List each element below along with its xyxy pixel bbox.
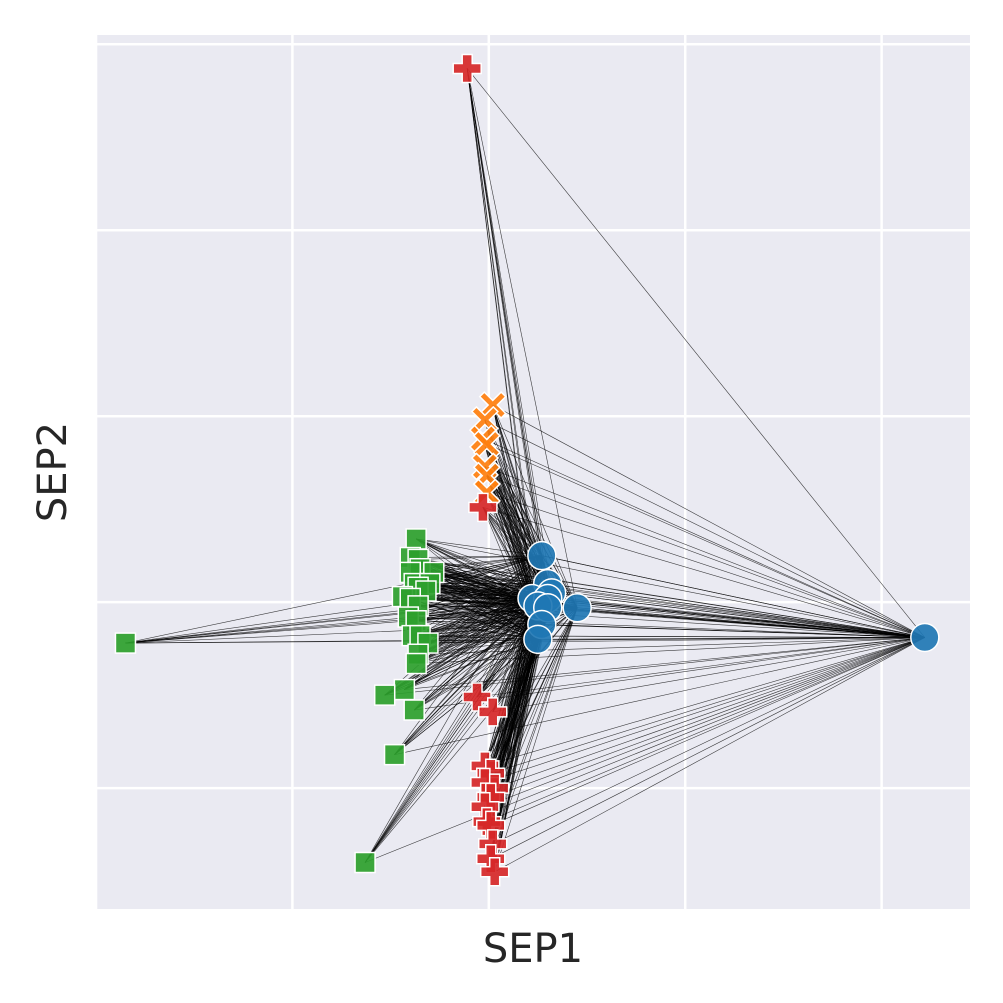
connection-line (413, 555, 543, 711)
connection-line (364, 583, 548, 863)
connection-line (408, 555, 542, 618)
connection-line (427, 639, 538, 644)
plus-point (479, 857, 510, 887)
connection-line (418, 559, 925, 638)
connection-line (466, 68, 539, 640)
connection-line (466, 68, 578, 608)
x-axis-label: SEP1 (483, 926, 583, 972)
connection-line (492, 404, 925, 638)
connection-line (413, 605, 539, 711)
connection-line (125, 598, 548, 644)
connection-line (425, 590, 925, 638)
square-point (373, 684, 396, 706)
connection-line (418, 555, 542, 560)
y-axis-label: SEP2 (30, 422, 76, 522)
connection-line (482, 507, 925, 638)
connection-line (486, 492, 925, 638)
connection-line (484, 637, 925, 783)
connection-line (417, 555, 542, 607)
connection-line (466, 68, 926, 638)
connection-line (490, 637, 925, 826)
square-point (383, 743, 406, 766)
connection-line (492, 637, 925, 713)
connection-line (541, 555, 925, 638)
connection-line (412, 555, 542, 636)
connection-line (494, 637, 925, 789)
connection-line (416, 538, 925, 638)
connection-line (394, 637, 925, 755)
connection-line (466, 68, 549, 584)
connection-line (125, 607, 548, 644)
connection-line (364, 598, 548, 863)
connection-line (427, 637, 925, 644)
connection-line (492, 404, 578, 608)
connection-line (484, 637, 925, 767)
square-point (354, 851, 376, 874)
connection-line (476, 555, 543, 698)
connection-line (494, 637, 925, 873)
connection-line (551, 592, 925, 638)
connection-line (364, 637, 925, 863)
connection-line (490, 637, 925, 860)
connection-line (492, 637, 925, 845)
connection-line (466, 68, 543, 625)
connection-line (490, 637, 925, 774)
connection-line (419, 555, 543, 636)
connection-line (394, 583, 548, 755)
connection-line (466, 68, 552, 593)
square-point (405, 528, 427, 550)
connection-line (484, 419, 925, 638)
connection-line (482, 438, 925, 638)
plus-point (477, 697, 508, 727)
connection-line (494, 607, 578, 872)
connection-line (417, 555, 543, 655)
connection-line (486, 475, 925, 638)
connection-line (484, 419, 543, 556)
circle-point (523, 624, 553, 655)
connection-line (416, 538, 542, 556)
connection-line (433, 572, 925, 638)
connection-line (484, 466, 925, 638)
connection-line (577, 607, 925, 638)
square-point (393, 678, 416, 701)
connection-line (125, 583, 548, 644)
connection-line (492, 598, 533, 712)
connection-line (476, 637, 925, 698)
circle-point (527, 540, 557, 571)
connection-line (125, 605, 538, 644)
connection-line (486, 443, 925, 638)
plot-background (96, 35, 970, 909)
data-points (114, 53, 940, 887)
plus-point (452, 53, 482, 84)
connection-line (364, 598, 533, 863)
connection-line (484, 419, 578, 608)
connection-line (484, 598, 533, 783)
connection-line (394, 598, 533, 755)
connection-line (125, 607, 578, 644)
connection-line (125, 624, 542, 644)
square-point (114, 632, 137, 654)
square-point (405, 652, 427, 675)
connection-line (394, 555, 543, 755)
x-point (472, 430, 501, 459)
connection-line (486, 637, 925, 822)
connection-line (490, 637, 925, 798)
square-point (403, 699, 425, 721)
connection-line (547, 583, 925, 638)
connection-line (125, 555, 542, 644)
circle-point (562, 592, 592, 623)
plus-point (468, 492, 498, 523)
connection-line (125, 592, 552, 644)
connection-line (410, 555, 542, 558)
connection-line (364, 555, 543, 863)
connection-line (484, 637, 925, 808)
circle-point (910, 622, 940, 653)
connection-line (494, 639, 539, 872)
connection-line (476, 598, 533, 698)
connection-line (466, 68, 549, 608)
connection-line (413, 598, 533, 711)
